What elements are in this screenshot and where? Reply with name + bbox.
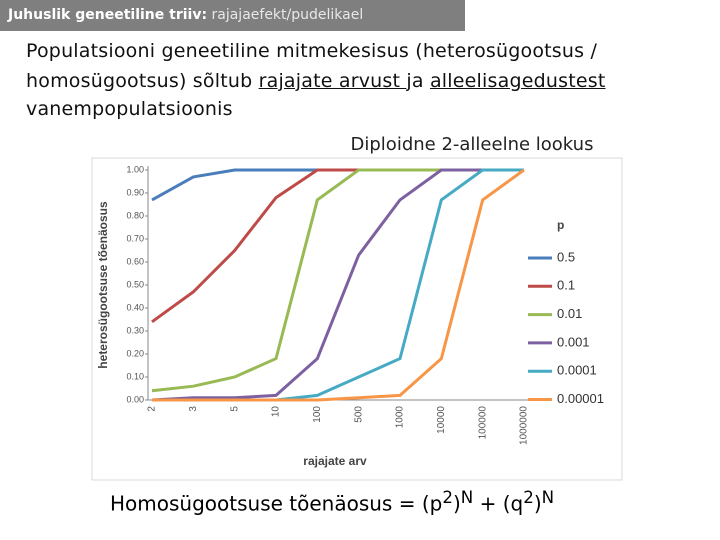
y-tick-label: 0.00	[126, 394, 144, 404]
x-tick-label: 500	[353, 406, 364, 423]
legend-label: 0.01	[557, 306, 582, 321]
legend-label: 0.001	[557, 334, 590, 349]
legend-label: 0.0001	[557, 363, 597, 378]
body-text: ja	[406, 70, 430, 92]
y-tick-label: 0.10	[126, 371, 144, 381]
chart-frame	[91, 157, 623, 481]
series-line	[151, 168, 524, 402]
body-link: alleelisagedustest	[429, 70, 606, 92]
body-line: vanempopulatsioonis	[26, 98, 233, 120]
y-tick-label: 0.90	[126, 187, 144, 197]
x-tick-label: 100	[312, 406, 323, 423]
formula-exp: N	[460, 488, 474, 507]
y-tick-label: 0.60	[126, 256, 144, 266]
x-tick-label: 2	[147, 406, 158, 412]
x-tick-label: 3	[188, 406, 199, 412]
chart-title: Diploidne 2-alleelne lookus	[351, 134, 594, 155]
formula-text: + (q	[473, 491, 524, 516]
y-tick-label: 0.40	[126, 302, 144, 312]
x-tick-label: 5	[229, 406, 240, 412]
body-line: Populatsiooni geneetiline mitmekesisus (…	[26, 40, 597, 62]
y-tick-label: 0.70	[126, 233, 144, 243]
header-title: Juhuslik geneetiline triiv:	[8, 7, 208, 23]
header: Juhuslik geneetiline triiv: rajajaefekt/…	[0, 0, 465, 31]
body-line: homosügootsus) sõltub rajajate arvust ja…	[26, 70, 606, 92]
x-tick-label: 10	[271, 406, 282, 418]
legend-title: p	[557, 218, 564, 232]
y-tick-label: 0.30	[126, 325, 144, 335]
body-text: Populatsiooni geneetiline mitmekesisus (…	[26, 40, 598, 62]
formula-text: )	[533, 491, 542, 516]
y-tick-label: 1.00	[126, 164, 144, 174]
series-line	[152, 168, 525, 402]
body-text: homosügootsus) sõltub	[26, 70, 259, 92]
formula: Homosügootsuse tõenäosus = (p2)N + (q2)N	[110, 488, 554, 516]
body-link: rajajate arvust	[258, 70, 407, 92]
legend-label: 0.00001	[557, 391, 604, 406]
formula-text: Homosügootsuse tõenäosus = (p	[110, 491, 443, 516]
x-tick-label: 1000	[395, 406, 406, 429]
x-tick-label: 1000000	[519, 406, 530, 445]
formula-text: )	[452, 491, 461, 516]
formula-exp: 2	[523, 488, 534, 507]
y-tick-label: 0.80	[126, 210, 144, 220]
formula-exp: 2	[442, 488, 453, 507]
y-tick-label: 0.50	[126, 279, 144, 289]
legend-label: 0.1	[557, 278, 575, 293]
legend-label: 0.5	[557, 249, 575, 264]
y-axis-label: heterosügootsuse tõenäosus	[96, 201, 110, 369]
y-tick-label: 0.20	[126, 348, 144, 358]
body-text: vanempopulatsioonis	[26, 98, 233, 120]
x-axis-label: rajajate arv	[303, 454, 367, 468]
formula-exp: N	[541, 488, 555, 507]
header-subtitle: rajajaefekt/pudelikael	[211, 7, 364, 23]
x-tick-label: 100000	[477, 406, 488, 440]
x-tick-label: 10000	[436, 406, 447, 434]
